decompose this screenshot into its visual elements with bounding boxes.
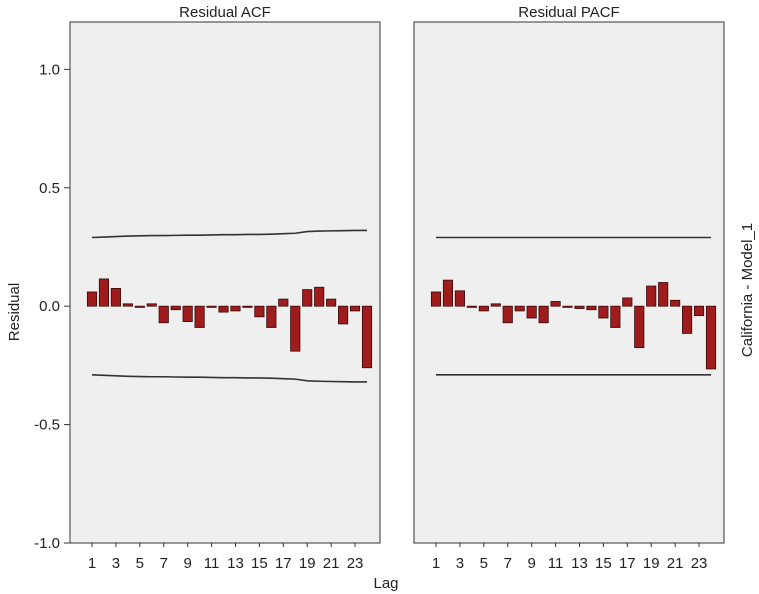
acf-plot-area [69, 21, 381, 544]
pacf-xtick-label: 23 [691, 555, 708, 572]
model-side-label: California - Model_1 [739, 223, 756, 357]
pacf-bar-lag-8 [514, 305, 525, 312]
acf-bar-lag-14 [242, 305, 253, 308]
acf-bar-lag-16 [266, 305, 277, 328]
acf-xtick-label: 13 [227, 555, 244, 572]
pacf-xtick-label: 17 [619, 555, 636, 572]
acf-xtick-label: 21 [323, 555, 340, 572]
pacf-bar-lag-24 [705, 305, 717, 370]
acf-bar-lag-9 [182, 305, 193, 322]
pacf-bar-lag-20 [658, 282, 669, 307]
acf-xtick-label: 7 [160, 555, 168, 572]
acf-bar-lag-11 [206, 305, 217, 308]
acf-bar-lag-12 [218, 305, 229, 313]
acf-bar-lag-21 [326, 298, 337, 307]
pacf-xtick-label: 7 [504, 555, 512, 572]
pacf-bar-lag-13 [574, 305, 585, 309]
acf-xtick-label: 3 [112, 555, 120, 572]
pacf-bar-lag-15 [598, 305, 609, 319]
acf-xtick-label: 19 [299, 555, 316, 572]
pacf-xtick-label: 3 [456, 555, 464, 572]
acf-bar-lag-22 [338, 305, 349, 325]
acf-bar-lag-6 [146, 303, 157, 307]
ytick-label: 1.0 [39, 61, 60, 78]
pacf-bar-lag-23 [693, 305, 705, 317]
pacf-bar-lag-9 [526, 305, 537, 319]
pacf-plot-area [413, 21, 725, 544]
acf-bar-lag-3 [110, 288, 121, 307]
acf-bar-lag-2 [98, 278, 110, 307]
pacf-xtick-label: 19 [643, 555, 660, 572]
ytick-label: 0.0 [39, 298, 60, 315]
pacf-xtick-label: 11 [548, 555, 564, 572]
acf-xtick-label: 11 [204, 555, 220, 572]
acf-upper-confidence-limit [91, 229, 367, 239]
pacf-bar-lag-7 [502, 305, 513, 324]
pacf-bar-lag-2 [442, 279, 454, 307]
pacf-bar-lag-4 [466, 305, 477, 308]
acf-xtick-label: 15 [251, 555, 268, 572]
acf-xtick-label: 5 [136, 555, 144, 572]
pacf-bar-lag-21 [670, 299, 681, 307]
pacf-bar-lag-17 [622, 297, 633, 307]
acf-bar-lag-4 [122, 303, 133, 307]
acf-bar-lag-13 [230, 305, 241, 312]
pacf-bar-lag-22 [682, 305, 693, 334]
acf-bar-lag-15 [254, 305, 265, 318]
acf-bar-lag-10 [194, 305, 205, 328]
acf-bar-lag-24 [361, 305, 373, 369]
pacf-title: Residual PACF [518, 4, 619, 21]
pacf-bar-lag-3 [454, 290, 465, 307]
pacf-bar-lag-18 [634, 305, 645, 349]
ytick-label: -0.5 [34, 417, 60, 434]
acf-bar-lag-17 [278, 298, 289, 307]
acf-xtick-label: 9 [183, 555, 191, 572]
pacf-xtick-label: 1 [432, 555, 440, 572]
pacf-xtick-label: 21 [667, 555, 684, 572]
ytick-label: -1.0 [34, 535, 60, 552]
pacf-bar-lag-14 [586, 305, 597, 311]
pacf-xtick-label: 5 [480, 555, 488, 572]
acf-bar-lag-5 [134, 305, 145, 308]
acf-bar-lag-7 [158, 305, 169, 324]
acf-xtick-label: 23 [347, 555, 364, 572]
pacf-bar-lag-1 [430, 291, 442, 307]
acf-bar-lag-8 [170, 305, 181, 311]
pacf-bar-lag-10 [538, 305, 549, 324]
acf-lower-confidence-limit [91, 374, 367, 383]
pacf-bar-lag-12 [562, 305, 573, 308]
acf-bar-lag-1 [86, 291, 98, 307]
y-axis-label: Residual [6, 283, 23, 341]
pacf-bar-lag-11 [550, 301, 561, 307]
ytick-label: 0.5 [39, 180, 60, 197]
y-axis: -1.0 -0.5 0.0 0.5 1.0 [34, 61, 70, 552]
acf-bar-lag-18 [290, 305, 301, 352]
pacf-bar-lag-16 [610, 305, 621, 328]
acf-bar-lag-20 [314, 286, 325, 307]
acf-bar-lag-23 [349, 305, 361, 312]
pacf-bar-lag-5 [478, 305, 489, 312]
pacf-bar-lag-6 [490, 303, 501, 307]
pacf-xtick-label: 13 [571, 555, 588, 572]
x-axis-label: Lag [373, 575, 398, 592]
acf-bar-lag-19 [302, 289, 313, 307]
acf-xtick-label: 1 [88, 555, 96, 572]
acf-xtick-label: 17 [275, 555, 292, 572]
acf-title: Residual ACF [179, 4, 271, 21]
pacf-xtick-label: 9 [527, 555, 535, 572]
pacf-bar-lag-19 [646, 285, 657, 307]
pacf-xtick-label: 15 [595, 555, 612, 572]
